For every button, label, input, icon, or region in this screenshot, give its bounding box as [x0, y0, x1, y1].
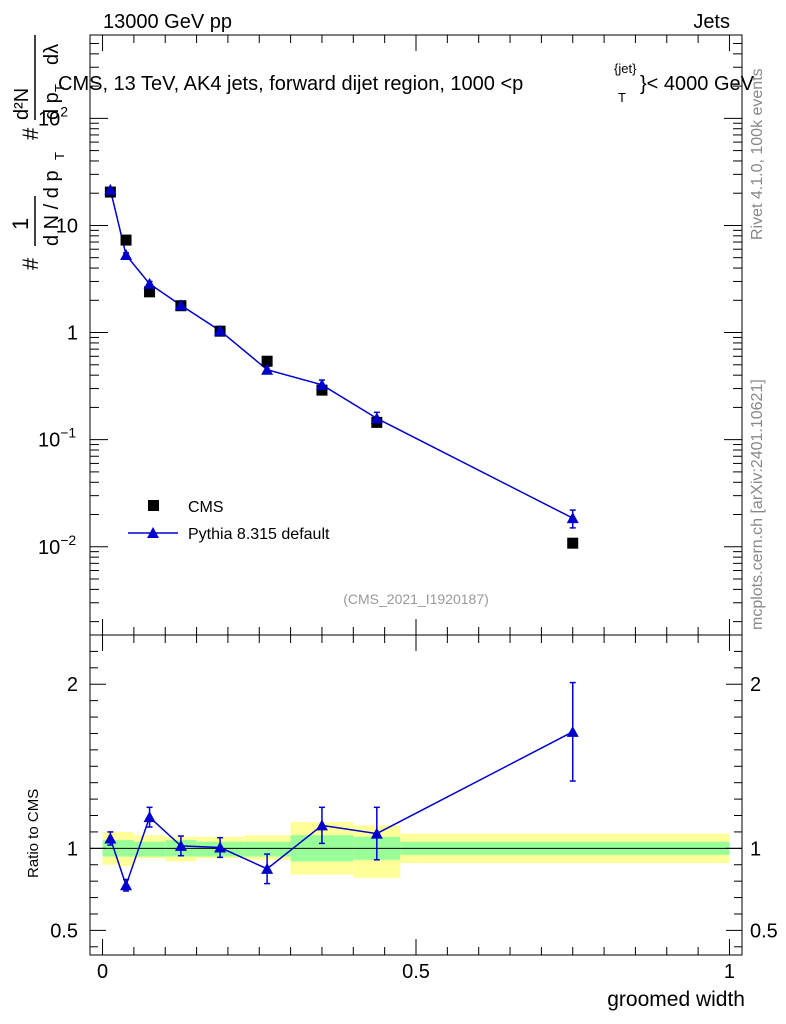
ylabel-dpt-sub: T	[52, 84, 67, 92]
xtick-label-1: 0.5	[402, 961, 430, 983]
pythia-point-3	[174, 299, 187, 311]
plot-title-pre: CMS, 13 TeV, AK4 jets, forward dijet reg…	[58, 73, 523, 95]
ratio-point-3	[174, 839, 187, 851]
pythia-point-4	[214, 324, 227, 336]
main-ytick-label-2: 1	[67, 323, 78, 345]
pythia-point-8	[566, 512, 579, 524]
ratio-data	[104, 681, 579, 892]
legend-cms-label: CMS	[188, 499, 224, 516]
pythia-point-0	[104, 183, 117, 195]
ratio-point-0	[104, 832, 117, 844]
legend-cms-marker	[148, 500, 159, 511]
ratio-point-6	[315, 819, 328, 831]
side-mcplots: mcplots.cern.ch [arXiv:2401.10621]	[749, 379, 766, 630]
band-inner-2	[133, 841, 166, 857]
cms-point-8	[567, 537, 579, 549]
header-left: 13000 GeV pp	[103, 11, 232, 33]
cms-point-2	[144, 286, 156, 298]
plot-title-sub: T	[618, 90, 626, 105]
ylabel-hash2: #	[18, 127, 43, 140]
main-ytick-label-0: 102	[38, 103, 68, 130]
x-axis-label: groomed width	[607, 988, 745, 1011]
xtick-label-0: 0	[97, 961, 108, 983]
header-right: Jets	[693, 11, 730, 33]
analysis-id: (CMS_2021_I1920187)	[343, 591, 489, 607]
pythia-point-7	[370, 412, 383, 424]
ratio-point-7	[370, 827, 383, 839]
ylabel-dn: d N / d p	[41, 170, 63, 246]
main-ytick-label-3: 10−1	[38, 425, 76, 452]
ylabel-d2n: d²N	[11, 88, 33, 120]
main-data	[104, 183, 579, 549]
ylabel-one: 1	[8, 218, 33, 230]
ylabel-dn-sub: T	[52, 152, 67, 160]
side-rivet: Rivet 4.1.0, 100k events	[749, 68, 766, 240]
main-axis-ticks: 102 10 1 10−1 10−2	[38, 34, 742, 955]
main-ytick-label-1: 10	[56, 215, 78, 237]
pythia-line	[109, 189, 574, 519]
ratio-ytick-label-right-0: 0.5	[750, 920, 778, 942]
ylabel-dlambda: dλ	[41, 44, 63, 65]
main-ytick-label-4: 10−2	[38, 532, 76, 559]
ratio-point-5	[261, 862, 274, 874]
ratio-ytick-label-right-2: 2	[750, 674, 761, 696]
pythia-point-2	[143, 277, 156, 289]
pythia-point-6	[315, 378, 328, 390]
legend-pythia-marker	[147, 527, 159, 538]
legend-pythia-label: Pythia 8.315 default	[188, 526, 330, 543]
main-panel-frame	[89, 34, 743, 636]
cms-point-5	[261, 355, 273, 367]
ratio-ytick-label-left-2: 2	[67, 674, 78, 696]
plot-title-sup: {jet}	[614, 61, 637, 76]
ratio-point-8	[566, 725, 579, 737]
plot-title: CMS, 13 TeV, AK4 jets, forward dijet reg…	[58, 61, 755, 105]
ratio-panel-frame	[89, 634, 743, 956]
pythia-point-5	[261, 363, 274, 375]
legend: CMS Pythia 8.315 default	[128, 499, 330, 543]
main-y-axis-label: # 1 d N / d p T # d²N d p T dλ	[8, 35, 67, 270]
ratio-point-2	[143, 811, 156, 823]
ylabel-hash1: #	[18, 257, 43, 270]
ratio-ytick-label-right-1: 1	[750, 838, 761, 860]
band-inner-5	[243, 841, 291, 857]
ratio-bands	[102, 822, 730, 878]
cms-point-1	[120, 234, 132, 246]
pythia-point-1	[120, 248, 133, 260]
plot-title-post: }< 4000 GeV	[640, 73, 755, 95]
ratio-axis-ticks: 0.5 0.5 1 1 2 2 0 0.5 1	[50, 650, 778, 983]
ratio-point-1	[120, 879, 133, 891]
ratio-ytick-label-left-0: 0.5	[50, 920, 78, 942]
cms-point-6	[316, 384, 328, 396]
ylabel-dpt: d p	[41, 92, 63, 120]
xtick-label-2: 1	[724, 961, 735, 983]
ratio-point-4	[214, 841, 227, 853]
ratio-ytick-label-left-1: 1	[67, 838, 78, 860]
ratio-y-axis-label: Ratio to CMS	[25, 789, 42, 878]
